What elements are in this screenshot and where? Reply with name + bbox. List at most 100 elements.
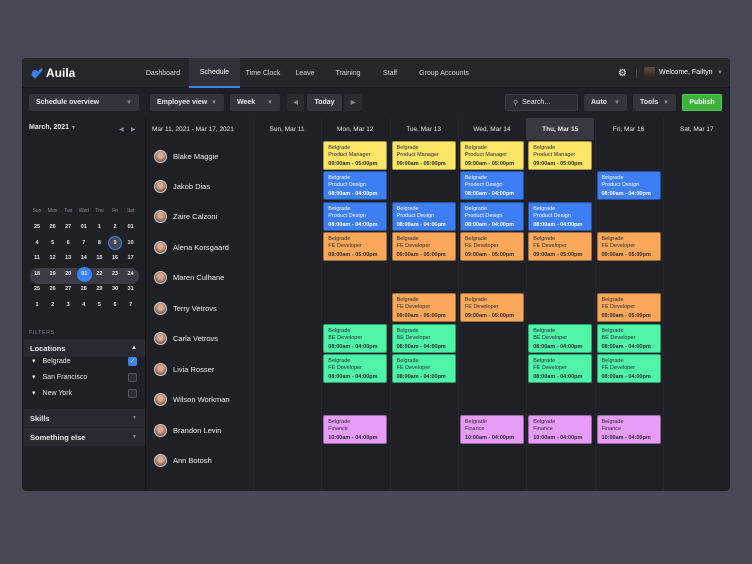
employee-row-label[interactable]: Livia Rosser	[154, 354, 214, 384]
shift-block[interactable]: Belgrade Finance 10:00am - 04:00pm	[528, 415, 593, 445]
today-button[interactable]: Today	[307, 94, 342, 111]
location-checkbox[interactable]	[128, 373, 137, 382]
shift-block[interactable]: Belgrade Product Manager 09:00am - 05:00pm	[391, 141, 456, 170]
calendar-day[interactable]: 01	[127, 224, 134, 230]
shift-block[interactable]: Belgrade Product Design 08:00am - 04:00pm	[391, 201, 456, 231]
location-filter-item[interactable]: ▾ New York	[32, 389, 72, 398]
shift-block[interactable]: Belgrade Product Manager 09:00am - 05:00pm	[459, 141, 524, 170]
month-picker[interactable]: March, 2021 ▼	[29, 124, 76, 131]
nav-tab-group-accounts[interactable]: Group Accounts	[419, 69, 469, 77]
shift-block[interactable]: Belgrade Product Design 08:00am - 04:00pm	[323, 201, 388, 231]
calendar-day[interactable]: 28	[80, 286, 87, 293]
shift-block[interactable]: Belgrade Product Design 08:00am - 04:00pm	[528, 201, 593, 231]
chevron-down-icon[interactable]: ▼	[717, 70, 723, 76]
location-filter-item[interactable]: ▾ Belgrade	[32, 357, 71, 366]
calendar-day[interactable]: 8	[97, 239, 101, 246]
shift-block[interactable]: Belgrade FE Developer 08:00am - 04:00pm	[391, 354, 456, 384]
prev-week-button[interactable]: ◀	[287, 94, 304, 111]
shift-block[interactable]: Belgrade FE Developer 09:00am - 05:00pm	[596, 232, 661, 262]
calendar-day[interactable]: 01	[76, 266, 92, 282]
calendar-day[interactable]: 2	[113, 224, 117, 230]
tools-select[interactable]: Tools ▼	[633, 94, 676, 111]
calendar-day[interactable]: 6	[66, 239, 70, 246]
shift-block[interactable]: Belgrade FE Developer 09:00am - 05:00pm	[459, 293, 524, 323]
calendar-day[interactable]: 27	[65, 224, 72, 230]
auto-select[interactable]: Auto ▼	[584, 94, 627, 111]
shift-block[interactable]: Belgrade FE Developer 09:00am - 05:00pm	[596, 293, 661, 323]
shift-block[interactable]: Belgrade Finance 10:00am - 04:00pm	[459, 415, 524, 445]
calendar-day[interactable]: 22	[96, 270, 103, 277]
employee-row-label[interactable]: Wilson Workman	[154, 385, 230, 415]
shift-block[interactable]: Belgrade FE Developer 09:00am - 05:00pm	[459, 232, 524, 262]
location-filter-item[interactable]: ▾ San Francisco	[32, 373, 87, 382]
calendar-day[interactable]: 1	[35, 302, 39, 308]
calendar-day[interactable]: 13	[65, 255, 72, 262]
shift-block[interactable]: Belgrade Finance 10:00am - 04:00pm	[323, 415, 388, 445]
calendar-day[interactable]: 1	[97, 224, 101, 230]
calendar-day[interactable]: 5	[51, 239, 55, 246]
logo[interactable]: Auila	[31, 66, 75, 80]
calendar-day[interactable]: 3	[66, 302, 70, 308]
nav-tab-time-clock[interactable]: Time Clock	[245, 69, 281, 77]
shift-block[interactable]: Belgrade BE Developer 08:00am - 04:00pm	[391, 323, 456, 353]
calendar-day[interactable]: 25	[33, 224, 41, 230]
employee-row-label[interactable]: Terry Vetrovs	[154, 293, 217, 323]
calendar-day[interactable]: 7	[129, 302, 133, 308]
calendar-day[interactable]: 18	[33, 270, 41, 277]
shift-block[interactable]: Belgrade Product Design 08:00am - 04:00pm	[459, 171, 524, 201]
prev-month-icon[interactable]: ◀	[119, 127, 124, 133]
calendar-day[interactable]: 5	[97, 302, 101, 308]
calendar-day[interactable]: 4	[82, 302, 86, 308]
publish-button[interactable]: Publish	[682, 94, 722, 111]
calendar-day[interactable]: 2	[51, 302, 55, 308]
shift-block[interactable]: Belgrade Product Design 08:00am - 04:00pm	[596, 171, 661, 201]
calendar-day[interactable]: 6	[113, 302, 117, 308]
shift-block[interactable]: Belgrade FE Developer 08:00am - 04:00pm	[528, 354, 593, 384]
next-week-button[interactable]: ▶	[344, 94, 362, 111]
shift-block[interactable]: Belgrade Product Manager 09:00am - 05:00pm	[528, 141, 593, 170]
employee-row-label[interactable]: Jakob Dias	[154, 171, 210, 201]
calendar-day[interactable]: 30	[111, 286, 119, 293]
employee-row-label[interactable]: Ann Botosh	[154, 446, 212, 476]
calendar-day[interactable]: 16	[111, 255, 119, 262]
shift-block[interactable]: Belgrade Product Design 08:00am - 04:00pm	[323, 171, 388, 201]
search-input[interactable]: ⚲ Search...	[505, 94, 578, 111]
calendar-day[interactable]: 7	[82, 239, 86, 246]
skills-section-header[interactable]: Skills ▼	[24, 409, 145, 427]
calendar-day[interactable]: 23	[111, 270, 119, 277]
shift-block[interactable]: Belgrade BE Developer 08:00am - 04:00pm	[596, 323, 661, 353]
other-section-header[interactable]: Something else ▼	[24, 428, 145, 446]
view-select[interactable]: Employee view ▼	[150, 94, 224, 111]
range-select[interactable]: Week ▼	[230, 94, 280, 111]
employee-row-label[interactable]: Zaire Calzoni	[154, 202, 217, 232]
next-month-icon[interactable]: ▶	[131, 127, 136, 133]
shift-block[interactable]: Belgrade Product Design 08:00am - 04:00pm	[459, 201, 524, 231]
location-checkbox[interactable]: ✓	[128, 357, 137, 366]
calendar-day[interactable]: 26	[49, 224, 56, 230]
calendar-day[interactable]: 20	[65, 270, 72, 277]
shift-block[interactable]: Belgrade FE Developer 09:00am - 05:00pm	[391, 232, 456, 262]
calendar-day[interactable]: 25	[33, 286, 41, 293]
shift-block[interactable]: Belgrade BE Developer 08:00am - 04:00pm	[323, 323, 388, 353]
calendar-day[interactable]: 27	[65, 286, 72, 293]
calendar-day[interactable]: 14	[80, 255, 87, 262]
gear-icon[interactable]: ⚙	[618, 68, 627, 79]
welcome-text[interactable]: Welcome, Failtyn	[659, 69, 713, 76]
shift-block[interactable]: Belgrade Product Manager 09:00am - 05:00pm	[323, 141, 388, 170]
calendar-day[interactable]: 17	[127, 255, 134, 262]
calendar-day[interactable]: 01	[80, 224, 87, 230]
shift-block[interactable]: Belgrade FE Developer 09:00am - 05:00pm	[391, 293, 456, 323]
nav-tab-leave[interactable]: Leave	[295, 69, 315, 77]
nav-tab-dashboard[interactable]: Dashboard	[145, 69, 181, 77]
schedule-overview-select[interactable]: Schedule overview ▼	[29, 94, 139, 111]
employee-row-label[interactable]: Brandon Levin	[154, 415, 221, 445]
calendar-day[interactable]: 9	[108, 235, 122, 250]
calendar-day[interactable]: 12	[49, 255, 56, 262]
nav-tab-training[interactable]: Training	[335, 69, 361, 77]
user-avatar[interactable]	[644, 67, 655, 79]
calendar-day[interactable]: 31	[127, 286, 134, 293]
location-checkbox[interactable]	[128, 389, 137, 398]
shift-block[interactable]: Belgrade FE Developer 08:00am - 04:00pm	[323, 354, 388, 384]
calendar-day[interactable]: 10	[127, 239, 134, 246]
calendar-day[interactable]: 24	[127, 270, 134, 277]
